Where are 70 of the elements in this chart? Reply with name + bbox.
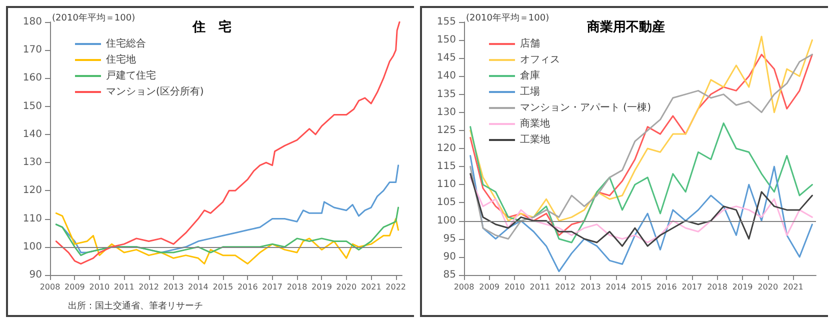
x-tick-label: 2010 xyxy=(504,282,525,292)
y-tick-label: 115 xyxy=(436,161,456,172)
annotation: (2010年平均＝100) xyxy=(466,12,550,24)
y-tick-label: 120 xyxy=(436,143,456,154)
annotation: (2010年平均＝100) xyxy=(52,12,136,24)
y-tick-label: 100 xyxy=(22,241,42,252)
x-tick-label: 2017 xyxy=(262,282,282,292)
y-tick-label: 140 xyxy=(22,128,42,140)
x-tick-label: 2014 xyxy=(188,282,208,292)
x-tick-label: 2014 xyxy=(606,282,626,292)
y-tick-label: 110 xyxy=(436,179,456,190)
x-tick-label: 2009 xyxy=(64,282,85,292)
x-tick-label: 2020 xyxy=(336,282,357,292)
x-tick-label: 2011 xyxy=(114,282,134,292)
x-tick-label: 2009 xyxy=(479,282,500,292)
x-tick-label: 2017 xyxy=(682,282,702,292)
x-tick-label: 2021 xyxy=(360,282,382,292)
x-tick-label: 2020 xyxy=(758,282,778,292)
chart-title: 商業用不動産 xyxy=(586,19,665,35)
x-tick-label: 2008 xyxy=(454,282,474,292)
x-tick-label: 2013 xyxy=(580,282,601,292)
y-tick-label: 90 xyxy=(29,270,42,280)
y-tick-label: 120 xyxy=(22,185,42,196)
legend-label: 戸建て住宅 xyxy=(106,70,156,82)
x-tick-label: 2019 xyxy=(312,282,332,292)
text: 出所：国土交通省、筆者リサーチ xyxy=(68,300,203,312)
x-tick-label: 2012 xyxy=(138,282,159,292)
legend-label: 住宅地 xyxy=(106,54,136,66)
chart-title: 住 宅 xyxy=(192,19,232,35)
legend-label: オフィス xyxy=(520,54,560,66)
y-tick-label: 150 xyxy=(436,34,456,46)
y-tick-label: 170 xyxy=(22,44,42,56)
legend-label: 商業地 xyxy=(520,118,550,130)
x-tick-label: 2015 xyxy=(631,282,652,292)
x-tick-label: 2011 xyxy=(530,282,550,292)
x-tick-label: 2018 xyxy=(286,282,308,292)
y-tick-label: 155 xyxy=(436,16,456,28)
y-tick-label: 135 xyxy=(436,88,456,100)
y-tick-label: 100 xyxy=(436,215,456,226)
y-tick-label: 95 xyxy=(443,233,456,244)
x-tick-label: 2008 xyxy=(40,282,60,292)
legend-label: 工場 xyxy=(520,86,540,98)
x-tick-label: 2021 xyxy=(783,282,804,292)
x-tick-label: 2018 xyxy=(707,282,728,292)
y-tick-label: 145 xyxy=(436,52,456,64)
legend-label: 工業地 xyxy=(520,134,550,146)
y-tick-label: 105 xyxy=(436,197,456,208)
x-tick-label: 2015 xyxy=(212,282,234,292)
legend-label: マンション・アパート (一棟) xyxy=(520,102,652,114)
legend-label: 倉庫 xyxy=(520,70,540,82)
y-tick-label: 140 xyxy=(436,70,456,82)
y-tick-label: 150 xyxy=(22,100,42,112)
y-tick-label: 130 xyxy=(436,106,456,118)
x-tick-label: 2016 xyxy=(237,282,258,292)
y-tick-label: 125 xyxy=(436,124,456,136)
x-tick-label: 2010 xyxy=(89,282,110,292)
x-tick-label: 2013 xyxy=(163,282,184,292)
legend-label: 住宅総合 xyxy=(106,38,146,50)
x-tick-label: 2016 xyxy=(656,282,677,292)
y-tick-label: 160 xyxy=(22,72,42,84)
y-tick-label: 110 xyxy=(22,213,42,224)
y-tick-label: 130 xyxy=(22,157,42,168)
legend-label: 店舗 xyxy=(520,38,540,50)
y-tick-label: 85 xyxy=(443,270,456,280)
y-tick-label: 90 xyxy=(443,251,456,262)
x-tick-label: 2022 xyxy=(386,282,406,292)
x-tick-label: 2019 xyxy=(732,282,753,292)
legend-label: マンション(区分所有) xyxy=(106,86,204,98)
y-tick-label: 180 xyxy=(22,16,42,28)
x-tick-label: 2012 xyxy=(555,282,576,292)
